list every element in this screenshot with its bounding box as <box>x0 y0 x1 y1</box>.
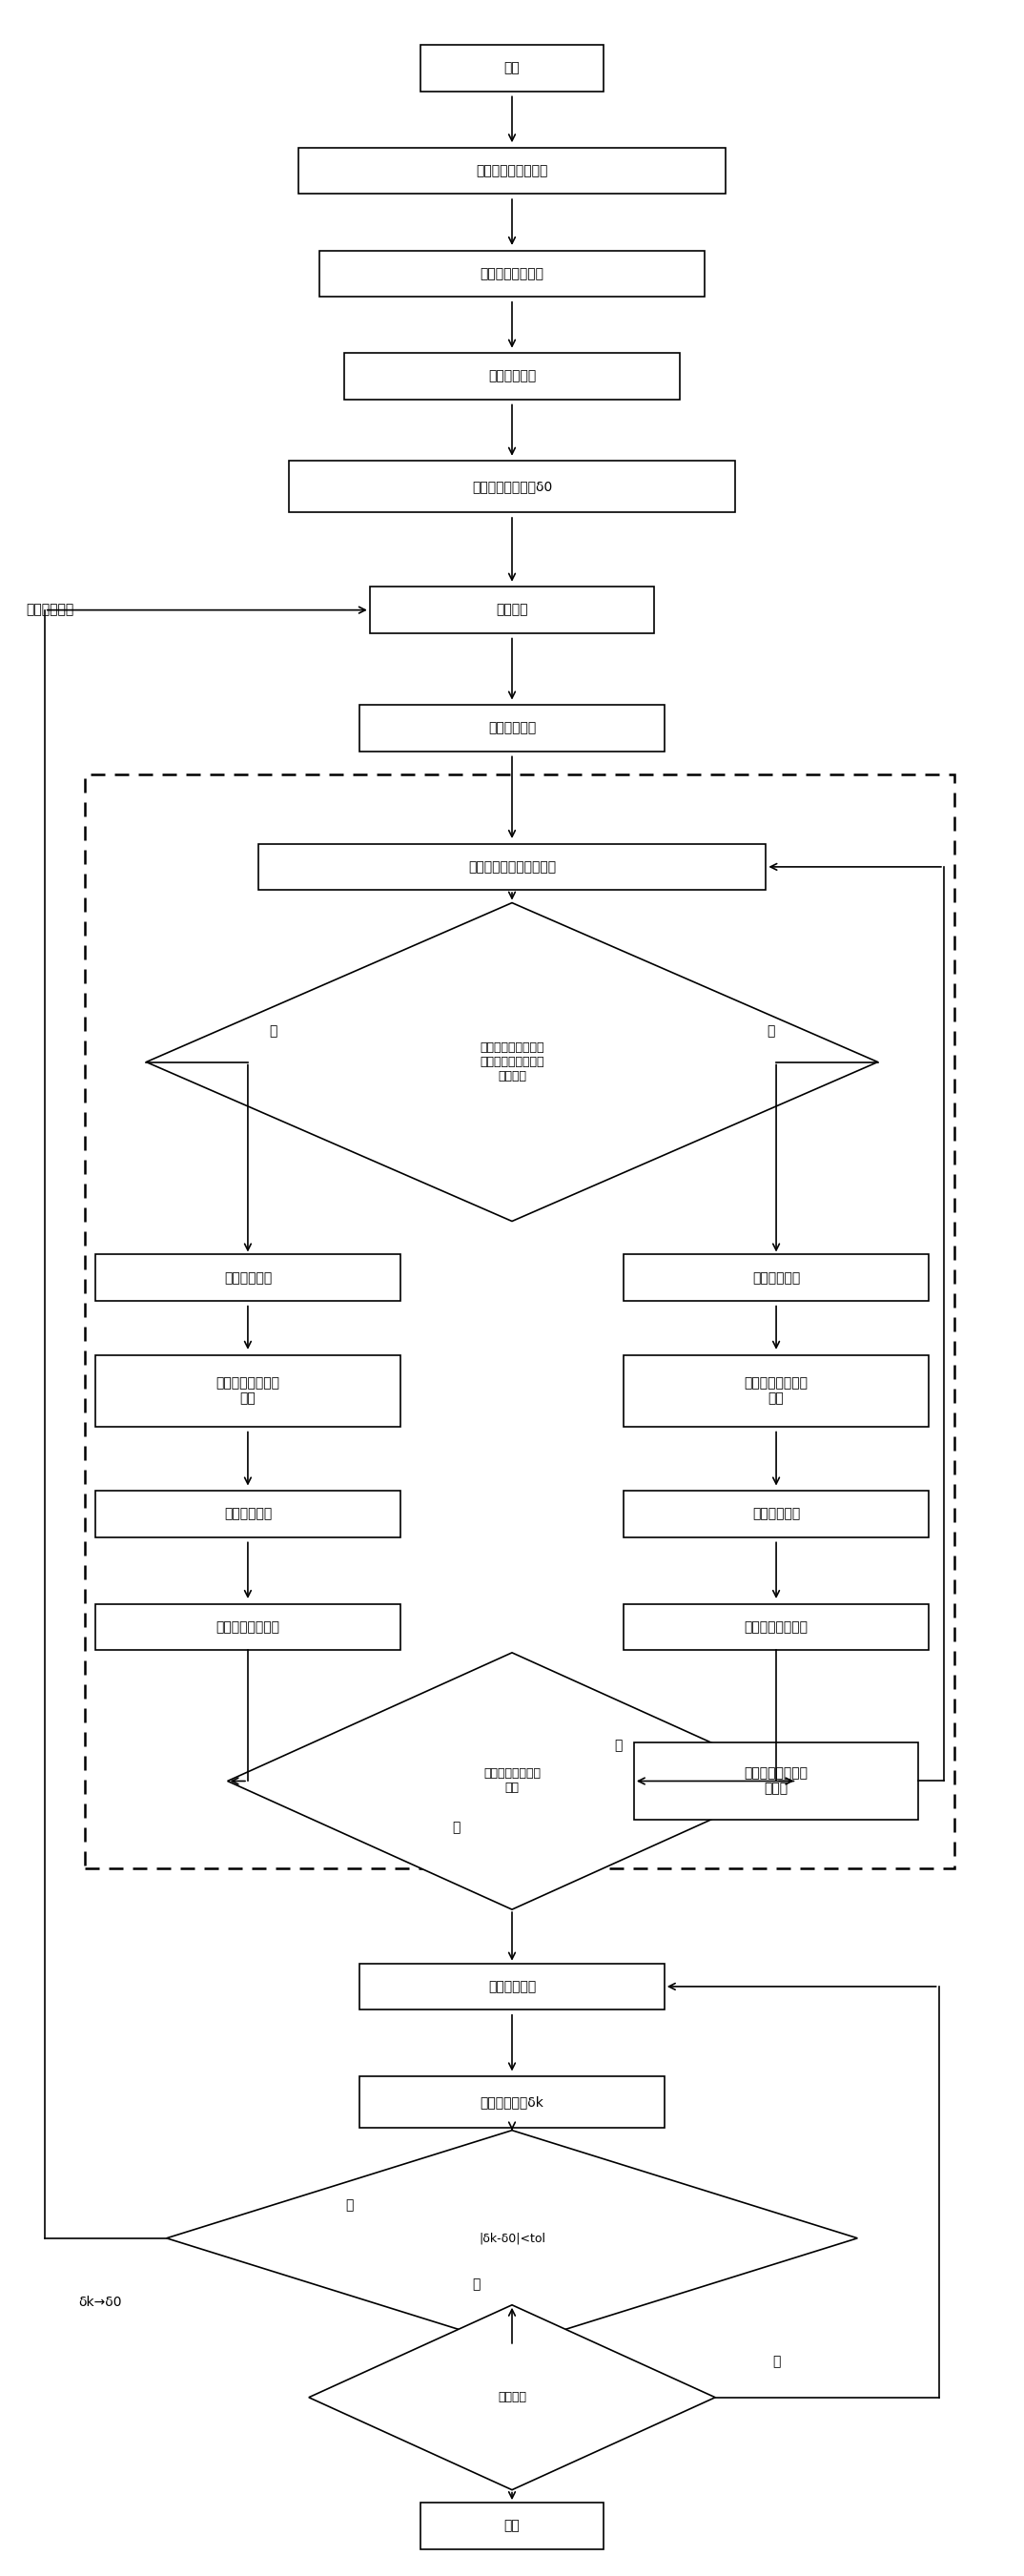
FancyBboxPatch shape <box>95 1605 400 1651</box>
Text: 计算固定时步: 计算固定时步 <box>488 721 536 734</box>
FancyBboxPatch shape <box>624 1605 929 1651</box>
Text: 是: 是 <box>472 2277 480 2290</box>
Text: 施加荷载: 施加荷载 <box>496 603 528 616</box>
FancyBboxPatch shape <box>258 845 766 889</box>
Text: 确定地层抗力: 确定地层抗力 <box>26 603 74 616</box>
Polygon shape <box>167 2130 857 2347</box>
Text: 否: 否 <box>614 1739 623 1752</box>
Text: 纵缝弹簧单元: 纵缝弹簧单元 <box>753 1270 800 1285</box>
FancyBboxPatch shape <box>421 2504 603 2548</box>
Text: 设置完所有弹簧参
数？: 设置完所有弹簧参 数？ <box>483 1767 541 1795</box>
Text: 查看弹簧应力: 查看弹簧应力 <box>753 1507 800 1520</box>
FancyBboxPatch shape <box>95 1355 400 1427</box>
Text: 配置管片和接头单元: 配置管片和接头单元 <box>476 165 548 178</box>
Text: 根据坐标判断弹簧
类型: 根据坐标判断弹簧 类型 <box>216 1376 280 1404</box>
Polygon shape <box>227 1654 797 1909</box>
FancyBboxPatch shape <box>95 1492 400 1538</box>
Text: δk→δ0: δk→δ0 <box>79 2295 122 2308</box>
Text: 根据坐标判断弹簧
类型: 根据坐标判断弹簧 类型 <box>744 1376 808 1404</box>
FancyBboxPatch shape <box>344 353 680 399</box>
Text: 结束: 结束 <box>504 2519 520 2532</box>
Text: 查看弹簧应力: 查看弹簧应力 <box>224 1507 271 1520</box>
FancyBboxPatch shape <box>359 706 665 752</box>
FancyBboxPatch shape <box>95 1255 400 1301</box>
Text: 设置边界条件: 设置边界条件 <box>488 371 536 384</box>
Polygon shape <box>146 902 878 1221</box>
Text: 否: 否 <box>767 1025 775 1038</box>
Polygon shape <box>309 2306 715 2491</box>
FancyBboxPatch shape <box>318 250 706 296</box>
Text: 否: 否 <box>345 2197 353 2210</box>
FancyBboxPatch shape <box>421 44 603 90</box>
Text: 设置弹簧法向刚度: 设置弹簧法向刚度 <box>744 1620 808 1633</box>
Text: 查看下一个弹簧法
向内量: 查看下一个弹簧法 向内量 <box>744 1767 808 1795</box>
Text: |δk-δ0|<tol: |δk-δ0|<tol <box>478 2231 546 2244</box>
Text: 开始: 开始 <box>504 62 520 75</box>
FancyBboxPatch shape <box>624 1255 929 1301</box>
Text: 环缝弹簧单元: 环缝弹簧单元 <box>224 1270 271 1285</box>
FancyBboxPatch shape <box>359 1963 665 2009</box>
Text: 通过法向内量的纵向
分量判断是否为环缝
弹簧单元: 通过法向内量的纵向 分量判断是否为环缝 弹簧单元 <box>480 1041 544 1082</box>
Text: 是: 是 <box>453 1821 460 1834</box>
FancyBboxPatch shape <box>624 1355 929 1427</box>
Text: 是: 是 <box>269 1025 278 1038</box>
Text: 拟定初始水平位移δ0: 拟定初始水平位移δ0 <box>472 479 552 495</box>
FancyBboxPatch shape <box>299 147 725 193</box>
Text: 设置初始弹簧刚度: 设置初始弹簧刚度 <box>480 268 544 281</box>
FancyBboxPatch shape <box>289 461 735 513</box>
Text: 否: 否 <box>772 2354 780 2367</box>
Text: 计算固定时步: 计算固定时步 <box>488 1981 536 1994</box>
Text: 计算平衡: 计算平衡 <box>498 2391 526 2403</box>
Text: 设置弹簧法向刚度: 设置弹簧法向刚度 <box>216 1620 280 1633</box>
FancyBboxPatch shape <box>634 1741 919 1819</box>
FancyBboxPatch shape <box>370 587 654 634</box>
FancyBboxPatch shape <box>359 2076 665 2128</box>
FancyBboxPatch shape <box>624 1492 929 1538</box>
Text: 查看第一个弹簧法向内量: 查看第一个弹簧法向内量 <box>468 860 556 873</box>
Text: 提取水平位移δk: 提取水平位移δk <box>480 2094 544 2110</box>
